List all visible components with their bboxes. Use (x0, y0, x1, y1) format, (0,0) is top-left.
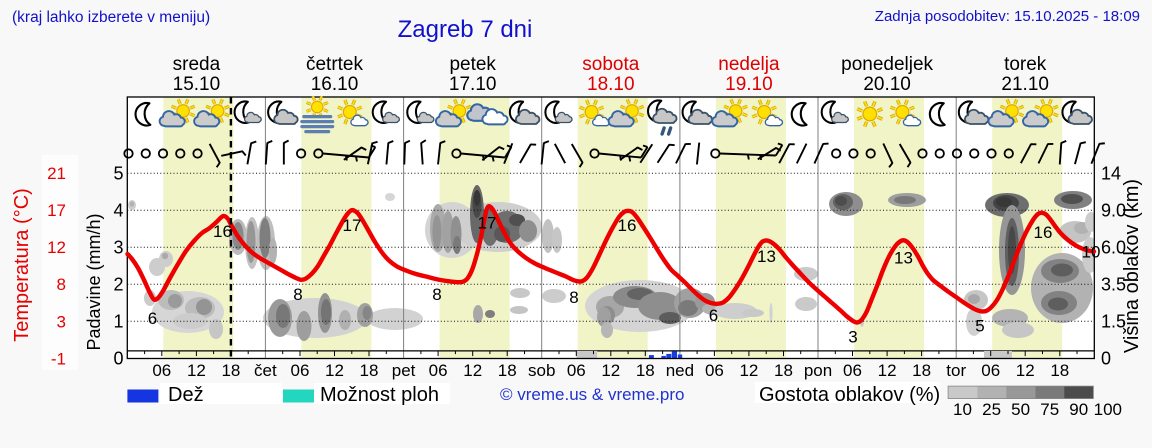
svg-text:16: 16 (618, 216, 637, 235)
svg-text:Možnost ploh: Možnost ploh (320, 384, 439, 406)
svg-text:nedelja: nedelja (718, 54, 780, 75)
svg-text:-1: -1 (51, 349, 66, 368)
svg-text:2: 2 (113, 274, 123, 294)
svg-text:06: 06 (152, 361, 171, 380)
svg-text:13: 13 (757, 247, 776, 266)
svg-text:8: 8 (432, 285, 441, 304)
svg-text:10: 10 (953, 400, 972, 419)
svg-text:3: 3 (848, 328, 857, 347)
svg-text:18: 18 (360, 361, 379, 380)
svg-text:petek: petek (449, 54, 496, 75)
svg-text:17: 17 (47, 201, 66, 220)
svg-text:18: 18 (1050, 361, 1069, 380)
svg-text:torek: torek (1004, 54, 1047, 75)
svg-text:18: 18 (221, 361, 240, 380)
svg-text:5: 5 (113, 163, 123, 183)
svg-text:Gostota oblakov (%): Gostota oblakov (%) (759, 384, 940, 406)
svg-text:0: 0 (113, 349, 123, 369)
svg-text:1.5: 1.5 (1101, 312, 1126, 332)
svg-text:06: 06 (429, 361, 448, 380)
svg-text:Zadnja posodobitev: 15.10.2025: Zadnja posodobitev: 15.10.2025 - 18:09 (875, 8, 1140, 25)
svg-text:pet: pet (392, 361, 416, 380)
svg-text:3: 3 (57, 312, 66, 331)
svg-text:1: 1 (113, 312, 123, 332)
svg-text:12: 12 (47, 238, 66, 257)
svg-text:sob: sob (528, 361, 555, 380)
svg-text:06: 06 (567, 361, 586, 380)
svg-text:20.10: 20.10 (863, 74, 911, 95)
svg-text:21: 21 (47, 164, 66, 183)
svg-text:100: 100 (1094, 400, 1122, 419)
svg-text:06: 06 (843, 361, 862, 380)
svg-text:16: 16 (1034, 223, 1053, 242)
svg-text:17: 17 (478, 214, 497, 233)
svg-text:12: 12 (739, 361, 758, 380)
svg-text:17: 17 (343, 216, 362, 235)
svg-text:sreda: sreda (173, 54, 221, 75)
svg-text:12: 12 (463, 361, 482, 380)
svg-text:četrtek: četrtek (306, 54, 364, 75)
svg-text:06: 06 (291, 361, 310, 380)
svg-text:Zagreb 7 dni: Zagreb 7 dni (398, 16, 533, 43)
svg-text:12: 12 (1016, 361, 1035, 380)
svg-text:3.5: 3.5 (1101, 274, 1126, 294)
svg-text:0: 0 (1101, 349, 1111, 369)
svg-text:25: 25 (982, 400, 1001, 419)
svg-text:21.10: 21.10 (1001, 74, 1049, 95)
svg-text:12: 12 (601, 361, 620, 380)
svg-text:06: 06 (705, 361, 724, 380)
svg-text:4: 4 (113, 200, 123, 220)
svg-text:12: 12 (187, 361, 206, 380)
svg-text:12: 12 (325, 361, 344, 380)
svg-text:75: 75 (1040, 400, 1059, 419)
svg-text:18: 18 (498, 361, 517, 380)
svg-text:8: 8 (293, 285, 302, 304)
svg-text:06: 06 (981, 361, 1000, 380)
svg-text:8: 8 (569, 288, 578, 307)
svg-text:(kraj lahko izberete v meniju): (kraj lahko izberete v meniju) (12, 9, 210, 26)
svg-text:tor: tor (946, 361, 966, 380)
svg-text:16: 16 (213, 222, 232, 241)
svg-text:6.0: 6.0 (1101, 237, 1126, 257)
svg-text:13: 13 (894, 249, 913, 268)
svg-text:© vreme.us & vreme.pro: © vreme.us & vreme.pro (500, 385, 684, 404)
svg-text:5: 5 (975, 317, 984, 336)
svg-text:6: 6 (709, 306, 718, 325)
svg-text:10: 10 (1082, 243, 1101, 262)
svg-text:pon: pon (804, 361, 832, 380)
svg-text:14: 14 (1101, 163, 1121, 183)
svg-text:18: 18 (636, 361, 655, 380)
svg-text:sobota: sobota (582, 54, 639, 75)
svg-text:8: 8 (57, 275, 66, 294)
svg-text:18: 18 (774, 361, 793, 380)
svg-text:ponedeljek: ponedeljek (841, 54, 933, 75)
svg-text:Višina oblakov (km): Višina oblakov (km) (1121, 179, 1143, 353)
svg-text:ned: ned (666, 361, 694, 380)
svg-text:16.10: 16.10 (311, 74, 359, 95)
svg-text:9.0: 9.0 (1101, 200, 1126, 220)
svg-text:17.10: 17.10 (449, 74, 497, 95)
svg-text:50: 50 (1011, 400, 1030, 419)
svg-text:Dež: Dež (168, 384, 204, 406)
svg-text:Temperatura (°C): Temperatura (°C) (11, 188, 33, 342)
svg-text:19.10: 19.10 (725, 74, 773, 95)
svg-text:3: 3 (113, 237, 123, 257)
svg-text:12: 12 (878, 361, 897, 380)
svg-text:6: 6 (148, 309, 157, 328)
svg-text:90: 90 (1069, 400, 1088, 419)
svg-text:18: 18 (912, 361, 931, 380)
svg-text:Padavine (mm/h): Padavine (mm/h) (84, 213, 104, 350)
svg-text:18.10: 18.10 (587, 74, 635, 95)
svg-text:čet: čet (254, 361, 277, 380)
svg-text:15.10: 15.10 (173, 74, 221, 95)
